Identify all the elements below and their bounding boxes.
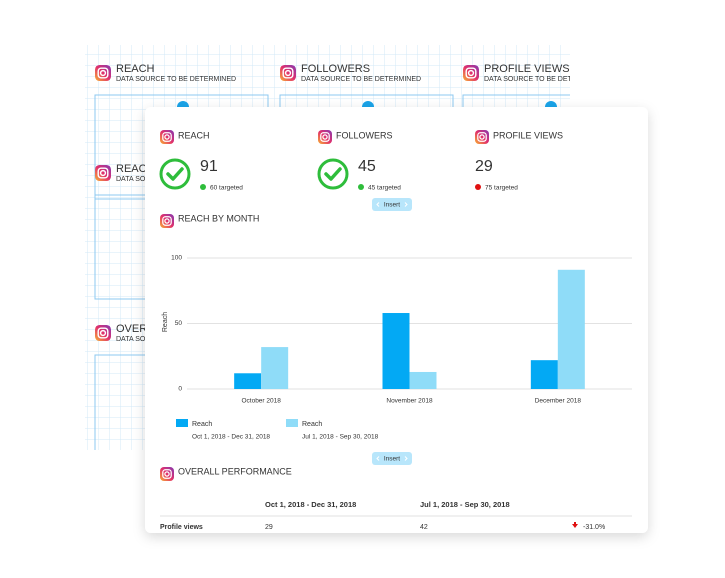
icon-inner [97,327,109,339]
widget-subtitle: DATA SOURCE TO BE DETERMINED [116,76,236,83]
widget-title: FOLLOWERS [301,63,370,75]
icon-inner [162,132,172,142]
check-circle [317,158,349,190]
icon-inner [97,167,109,179]
icon-lens [479,134,485,140]
icon-lens [99,69,107,77]
instagram-icon [280,65,296,81]
insert-arrow [376,456,408,461]
insert-arrow [376,202,408,207]
check-mark [166,167,184,181]
instagram-icon [318,130,332,144]
icon-inner [162,469,172,479]
x-tick-label: October 2018 [241,398,281,405]
metric-value: 29 [475,158,493,175]
legend-period: Jul 1, 2018 - Sep 30, 2018 [302,434,379,441]
target-dot [200,184,206,190]
insert-button [372,198,412,211]
table-header: Oct 1, 2018 - Dec 31, 2018 [265,500,356,509]
target-dot [358,184,364,190]
y-axis-label: Reach [162,312,169,332]
legend-swatch [176,419,188,427]
icon-lens [164,134,170,140]
icon-inner [320,132,330,142]
bar [530,360,558,389]
legend-label: Reach [302,421,322,428]
icon-lens [99,329,107,337]
icon-inner [465,67,477,79]
bar [409,371,437,389]
instagram-icon [95,165,111,181]
widget-title: REACH [116,163,155,175]
insert-button [372,452,412,465]
instagram-icon [95,65,111,81]
bar [382,313,410,389]
table-cell: -31.0% [583,524,605,531]
table-header: Jul 1, 2018 - Sep 30, 2018 [420,500,510,509]
legend-label: Reach [192,421,212,428]
legend-period: Oct 1, 2018 - Dec 31, 2018 [192,434,270,441]
instagram-icon [160,130,174,144]
y-tick-label: 0 [178,386,182,393]
x-tick-label: November 2018 [386,398,433,405]
table-cell: Profile views [160,524,203,531]
icon-inner [477,132,487,142]
icon-lens [164,218,170,224]
table-title: OVERALL PERFORMANCE [178,466,292,476]
icon-lens [284,69,292,77]
metric-title: PROFILE VIEWS [493,130,563,140]
chart-title: REACH BY MONTH [178,213,259,223]
instagram-icon [160,467,174,481]
icon-lens [99,169,107,177]
icon-inner [162,216,172,226]
metric-value: 91 [200,158,218,175]
icon-inner [97,67,109,79]
instagram-icon [95,325,111,341]
y-tick-label: 100 [171,255,182,262]
widget-subtitle: DATA SOURCE TO BE DETERMINED [484,76,604,83]
bar [234,373,262,389]
table-cell: 29 [265,524,273,531]
front-content: REACH 91 60 targeted FOLLOWERS 45 45 targeted… [159,130,632,531]
metric-title: REACH [178,130,210,140]
metric-title: FOLLOWERS [336,130,393,140]
check-mark [324,167,342,181]
legend-swatch [286,419,298,427]
widget-subtitle: DATA SOURCE TO BE DETERMINED [301,76,421,83]
icon-lens [467,69,475,77]
check-circle [159,158,191,190]
icon-inner [282,67,294,79]
metric-value: 45 [358,158,376,175]
y-tick-label: 50 [175,320,183,327]
instagram-icon [463,65,479,81]
widget-title: PROFILE VIEWS [484,63,570,75]
bar [261,347,289,389]
down-arrow [572,522,578,528]
x-tick-label: December 2018 [535,398,582,405]
metric-target: 60 targeted [210,185,243,192]
insert-label: Insert [384,456,400,463]
widget-title: REACH [116,63,155,75]
target-dot [475,184,481,190]
icon-lens [164,471,170,477]
bar [557,269,585,389]
instagram-icon [475,130,489,144]
metric-target: 45 targeted [368,185,401,192]
table-cell: 42 [420,524,428,531]
insert-label: Insert [384,202,400,209]
icon-lens [322,134,328,140]
metric-target: 75 targeted [485,185,518,192]
instagram-icon [160,214,174,228]
